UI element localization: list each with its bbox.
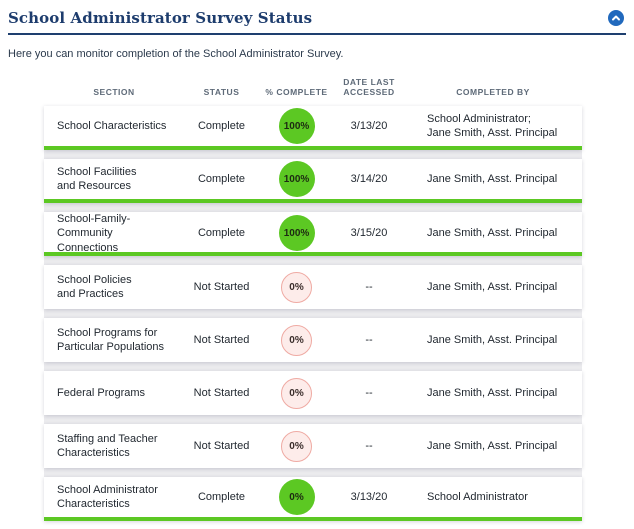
percent-cell: 0% (259, 479, 334, 515)
percent-badge: 0% (278, 479, 315, 515)
status-cell: Complete (197, 227, 246, 240)
table-header-row: SECTION STATUS % COMPLETE DATE LAST ACCE… (44, 74, 582, 98)
date-cell: 3/13/20 (350, 490, 388, 503)
percent-badge: 100% (278, 161, 315, 197)
table-row: School Administrator Characteristics Com… (44, 477, 582, 521)
status-cell: Complete (197, 172, 246, 185)
percent-badge: 100% (278, 108, 315, 144)
status-cell: Not Started (193, 386, 250, 399)
status-cell: Not Started (193, 439, 250, 452)
section-cell: School Characteristics (57, 119, 167, 132)
section-cell: Federal Programs (57, 386, 146, 399)
percent-badge: 0% (281, 377, 312, 409)
date-cell: -- (365, 280, 373, 293)
completed-by-cell: Jane Smith, Asst. Principal (427, 386, 558, 399)
percent-badge: 100% (278, 215, 315, 252)
date-cell: -- (365, 439, 373, 452)
column-header-status: STATUS (203, 87, 240, 98)
date-cell: 3/13/20 (350, 119, 388, 132)
column-header-date-last-accessed: DATE LAST ACCESSED (343, 76, 395, 98)
completed-by-cell: Jane Smith, Asst. Principal (427, 172, 558, 185)
percent-cell: 0% (259, 430, 334, 462)
date-cell: -- (365, 386, 373, 399)
percent-cell: 0% (259, 271, 334, 303)
percent-badge: 0% (281, 430, 312, 462)
table-row: School Programs for Particular Populatio… (44, 318, 582, 362)
percent-cell: 0% (259, 377, 334, 409)
percent-badge: 0% (281, 324, 312, 356)
table-row: School-Family-Community Connections Comp… (44, 212, 582, 256)
column-header-section: SECTION (93, 87, 135, 98)
table-row: Federal Programs Not Started 0% -- Jane … (44, 371, 582, 415)
chevron-up-icon (611, 13, 621, 23)
percent-badge: 0% (281, 271, 312, 303)
date-cell: 3/15/20 (350, 227, 388, 240)
intro-text: Here you can monitor completion of the S… (8, 48, 344, 60)
completed-by-cell: School Administrator; Jane Smith, Asst. … (427, 112, 558, 139)
status-cell: Complete (197, 490, 246, 503)
table-row: School Characteristics Complete 100% 3/1… (44, 106, 582, 150)
column-header-completed-by: COMPLETED BY (456, 87, 530, 98)
collapse-button[interactable] (608, 10, 624, 26)
date-cell: 3/14/20 (350, 172, 388, 185)
survey-status-table: School Characteristics Complete 100% 3/1… (44, 106, 582, 521)
status-cell: Not Started (193, 280, 250, 293)
section-cell: School Policies and Practices (57, 273, 132, 300)
panel-header: School Administrator Survey Status (8, 0, 626, 35)
percent-cell: 0% (259, 324, 334, 356)
table-row: School Policies and Practices Not Starte… (44, 265, 582, 309)
page-title: School Administrator Survey Status (8, 9, 313, 27)
completed-by-cell: Jane Smith, Asst. Principal (427, 227, 558, 240)
percent-cell: 100% (259, 161, 334, 197)
table-row: Staffing and Teacher Characteristics Not… (44, 424, 582, 468)
percent-cell: 100% (259, 215, 334, 252)
table-row: School Facilities and Resources Complete… (44, 159, 582, 203)
percent-cell: 100% (259, 108, 334, 144)
date-cell: -- (365, 333, 373, 346)
section-cell: Staffing and Teacher Characteristics (57, 432, 158, 459)
completed-by-cell: School Administrator (427, 490, 528, 503)
status-cell: Complete (197, 119, 246, 132)
section-cell: School Facilities and Resources (57, 165, 137, 192)
completed-by-cell: Jane Smith, Asst. Principal (427, 333, 558, 346)
column-header-percent-complete: % COMPLETE (265, 87, 328, 98)
status-cell: Not Started (193, 333, 250, 346)
section-cell: School Administrator Characteristics (57, 483, 158, 510)
completed-by-cell: Jane Smith, Asst. Principal (427, 280, 558, 293)
section-cell: School-Family-Community Connections (57, 213, 131, 254)
section-cell: School Programs for Particular Populatio… (57, 326, 165, 353)
completed-by-cell: Jane Smith, Asst. Principal (427, 439, 558, 452)
